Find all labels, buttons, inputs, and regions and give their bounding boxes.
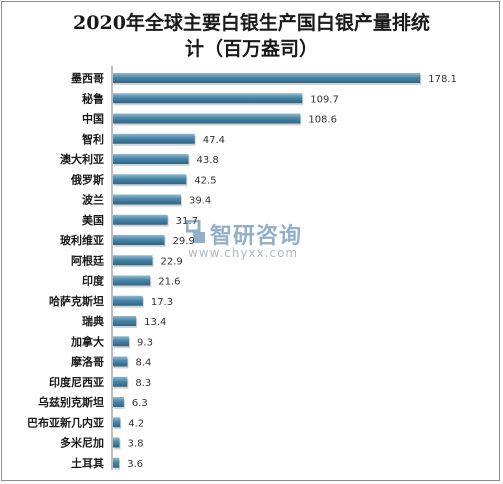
plot-area: 墨西哥 178.1 秘鲁 109.7 中国 108.6 智利 47.4 澳大利亚 43.8 俄罗斯 4… xyxy=(27,66,457,470)
category-label: 印度尼西亚 xyxy=(49,375,104,389)
category-label: 乌兹别克斯坦 xyxy=(38,395,104,409)
value-label: 31.7 xyxy=(176,216,198,227)
value-label: 13.4 xyxy=(144,317,166,328)
value-label: 42.5 xyxy=(194,175,216,186)
category-label: 墨西哥 xyxy=(71,72,104,85)
category-label: 澳大利亚 xyxy=(60,152,104,166)
chart-title-line-2: 计（百万盎司） xyxy=(184,38,318,60)
category-label: 美国 xyxy=(82,213,104,227)
chart-title: 2020年全球主要白银生产国白银产量排统 计（百万盎司） xyxy=(0,10,503,62)
bar xyxy=(113,376,128,387)
value-label: 21.6 xyxy=(158,277,180,288)
category-label: 摩洛哥 xyxy=(71,355,104,369)
category-label: 阿根廷 xyxy=(71,253,105,267)
bar xyxy=(113,397,124,407)
value-label: 22.9 xyxy=(161,256,183,267)
category-label: 土耳其 xyxy=(71,456,104,470)
bar xyxy=(113,194,181,205)
bar xyxy=(113,275,151,286)
category-label: 加拿大 xyxy=(70,334,104,348)
bar xyxy=(113,356,128,367)
value-label: 8.3 xyxy=(135,378,151,389)
bar xyxy=(113,295,143,306)
bar xyxy=(113,73,421,83)
category-label: 巴布亚新几内亚 xyxy=(27,415,104,429)
category-label: 玻利维亚 xyxy=(60,233,104,247)
bar xyxy=(113,174,187,185)
value-label: 39.4 xyxy=(189,196,211,207)
value-label: 17.3 xyxy=(151,297,173,308)
value-label: 3.6 xyxy=(127,459,143,470)
bar xyxy=(113,437,120,448)
bar xyxy=(113,214,168,225)
bar xyxy=(113,457,120,468)
bar xyxy=(113,154,189,164)
value-label: 108.6 xyxy=(308,115,337,126)
bar xyxy=(113,417,121,428)
value-label: 4.2 xyxy=(128,418,144,429)
category-label: 印度 xyxy=(82,274,105,288)
value-label: 6.3 xyxy=(132,398,148,409)
value-label: 29.9 xyxy=(173,236,195,247)
value-label: 178.1 xyxy=(428,74,457,85)
value-label: 9.3 xyxy=(137,337,153,348)
value-label: 8.4 xyxy=(135,358,151,369)
bar xyxy=(113,255,153,266)
category-label: 智利 xyxy=(82,132,104,146)
category-label: 俄罗斯 xyxy=(70,172,104,186)
category-label: 多米尼加 xyxy=(60,436,104,450)
value-label: 43.8 xyxy=(197,155,219,166)
bar xyxy=(113,336,130,347)
category-label: 波兰 xyxy=(82,193,104,207)
category-label: 中国 xyxy=(82,112,104,126)
value-label: 47.4 xyxy=(203,135,225,146)
chart-title-line-1: 2020年全球主要白银生产国白银产量排统 xyxy=(73,12,430,34)
bar xyxy=(113,235,165,245)
category-label: 秘鲁 xyxy=(82,91,104,105)
bar xyxy=(113,93,303,104)
value-label: 3.8 xyxy=(128,439,144,450)
bar xyxy=(113,316,137,326)
bar xyxy=(113,113,301,124)
category-label: 哈萨克斯坦 xyxy=(49,294,104,308)
category-label: 瑞典 xyxy=(82,314,104,328)
value-label: 109.7 xyxy=(310,94,339,105)
bar xyxy=(113,133,195,144)
